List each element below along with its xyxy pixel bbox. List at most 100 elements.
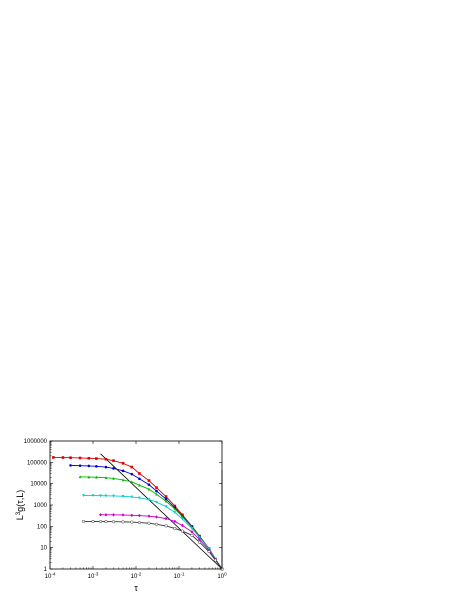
data-point: [198, 536, 201, 540]
data-point: [164, 524, 168, 528]
data-point: [121, 520, 125, 524]
data-point: [197, 537, 202, 542]
data-point: [52, 456, 55, 459]
data-point: [155, 489, 158, 493]
data-point: [154, 515, 159, 519]
axes-frame: [49, 440, 223, 570]
y-tick-label: 1: [44, 567, 48, 573]
data-point: [69, 456, 72, 459]
x-tick-label: 10-3: [88, 572, 99, 581]
data-point: [138, 477, 141, 481]
plot-frame: [49, 440, 223, 570]
series-line: [83, 495, 223, 570]
axis-ticks: 10-4 10-3 10-2 10-1 100 1 10 100 1000 10000 100000…: [24, 439, 227, 580]
data-point: [82, 494, 85, 498]
y-tick-label: 10: [40, 546, 47, 552]
data-point: [121, 478, 125, 482]
series-3: [82, 494, 224, 571]
data-point: [173, 519, 177, 524]
data-point: [104, 513, 108, 517]
data-point: [147, 479, 151, 482]
data-point: [138, 472, 141, 475]
y-axis-title-rest: g(τ,L): [15, 490, 25, 512]
data-point: [130, 513, 134, 517]
y-tick-label: 100000: [27, 460, 48, 466]
x-tick-label: 100: [217, 572, 227, 581]
data-point: [87, 475, 91, 479]
x-tick-label: 10-1: [174, 572, 185, 581]
data-point: [104, 457, 108, 461]
data-point: [104, 520, 108, 524]
data-point: [147, 487, 151, 491]
data-point: [207, 550, 211, 554]
data-point: [112, 459, 115, 462]
data-point: [99, 519, 103, 524]
data-point: [69, 464, 72, 467]
data-point: [95, 475, 98, 479]
data-point: [173, 526, 177, 530]
data-point: [190, 527, 194, 530]
x-tick-label: 10-2: [131, 572, 142, 581]
data-point: [78, 475, 82, 479]
data-point: [173, 507, 177, 511]
data-point: [121, 469, 125, 473]
data-point: [121, 462, 125, 465]
data-point: [78, 464, 82, 467]
reference-line: [100, 453, 223, 570]
data-point: [181, 513, 184, 517]
data-point: [190, 533, 194, 537]
x-axis-title: τ: [134, 583, 138, 593]
data-point: [155, 500, 158, 504]
data-point: [180, 523, 184, 528]
data-point: [99, 513, 103, 517]
data-point: [104, 476, 108, 480]
data-point: [147, 514, 151, 518]
data-point: [164, 505, 168, 509]
series-line: [100, 514, 223, 570]
data-point: [164, 497, 168, 501]
data-point: [130, 520, 134, 524]
data-point: [112, 494, 115, 498]
series-0: [52, 456, 224, 571]
data-point: [147, 521, 151, 525]
data-series: [52, 456, 224, 571]
data-point: [130, 465, 134, 469]
y-tick-label: 100: [37, 524, 48, 530]
data-point: [181, 515, 184, 519]
data-point: [213, 558, 217, 562]
y-tick-label: 10000: [30, 482, 47, 488]
reference-lines: [100, 453, 223, 570]
data-point: [173, 504, 177, 508]
data-point: [91, 494, 95, 498]
data-point: [61, 456, 65, 459]
x-tick-label: 10-4: [45, 572, 56, 581]
data-point: [181, 517, 184, 521]
data-point: [99, 494, 102, 498]
data-point: [138, 496, 141, 500]
series-5: [81, 519, 224, 571]
series-line: [53, 456, 223, 570]
series-line: [83, 520, 223, 570]
data-point: [91, 519, 95, 524]
data-point: [121, 495, 125, 498]
y-axis-title-sup: 3: [16, 511, 22, 515]
data-point: [180, 529, 184, 533]
y-axis-title: L3g(τ,L): [15, 490, 25, 520]
data-point: [147, 483, 151, 486]
data-point: [155, 486, 158, 489]
data-point: [111, 513, 116, 517]
data-point: [112, 476, 115, 480]
series-line: [70, 464, 223, 570]
data-point: [130, 480, 134, 484]
data-point: [147, 498, 151, 502]
data-point: [95, 457, 98, 460]
data-point: [81, 519, 86, 523]
data-point: [130, 472, 134, 476]
y-tick-label: 1000000: [24, 439, 48, 445]
data-point: [164, 516, 168, 521]
data-point: [87, 464, 91, 468]
data-point: [137, 513, 141, 518]
data-point: [104, 494, 108, 498]
series-1: [69, 464, 224, 571]
